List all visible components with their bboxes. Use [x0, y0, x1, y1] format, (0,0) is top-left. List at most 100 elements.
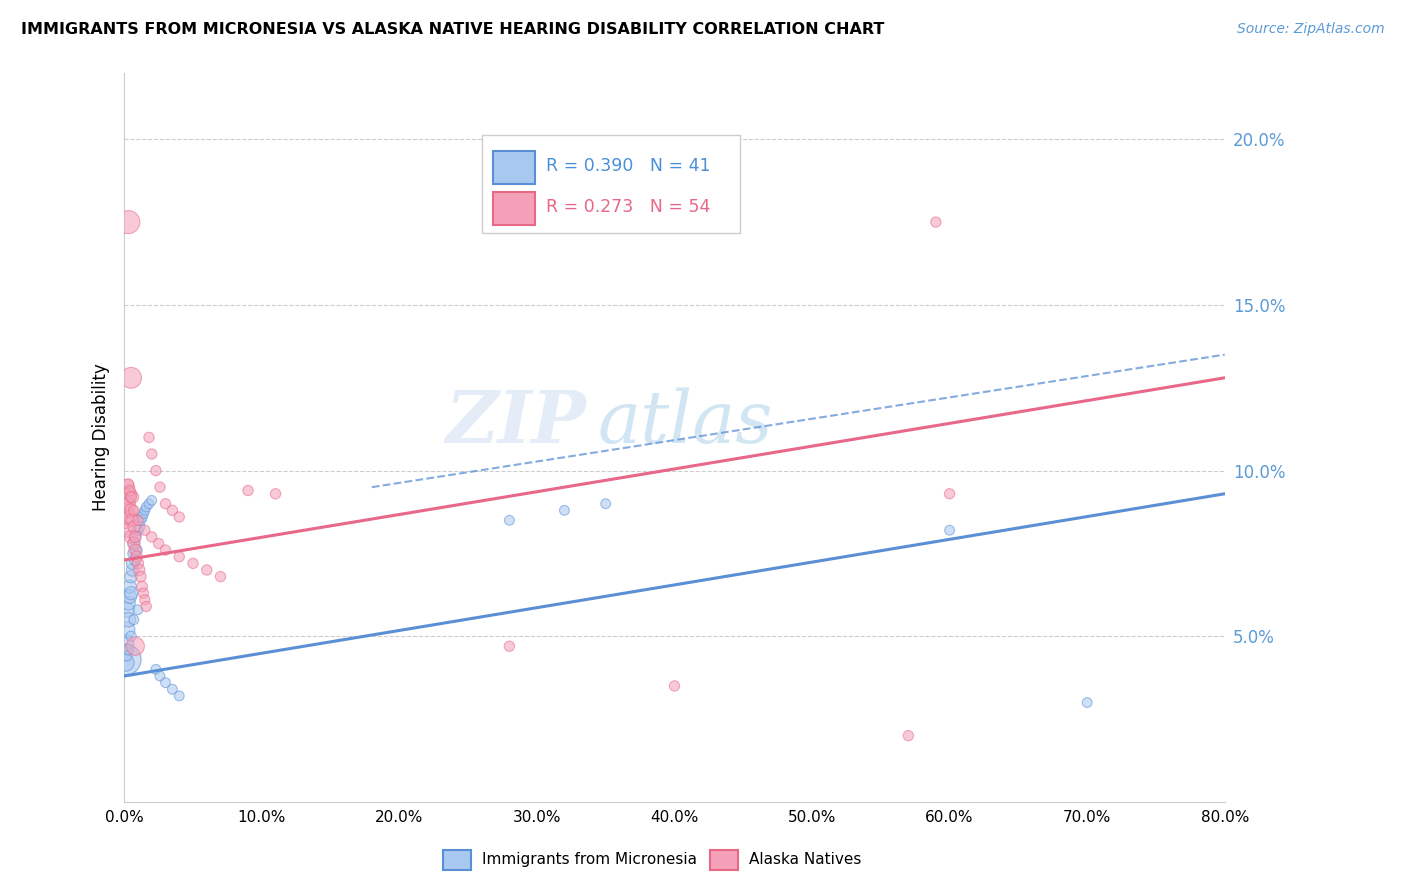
Point [122, 613, 145, 627]
Point [149, 480, 172, 494]
Point [162, 682, 184, 697]
Point [167, 689, 190, 703]
Point [897, 729, 920, 743]
Point [167, 510, 190, 524]
Point [115, 623, 138, 637]
Point [122, 546, 145, 560]
Point [121, 563, 143, 577]
Point [117, 476, 139, 491]
Point [167, 549, 190, 564]
Point [117, 596, 139, 610]
Point [134, 523, 156, 537]
Point [138, 430, 160, 444]
Point [118, 590, 141, 604]
Point [121, 513, 143, 527]
Point [118, 510, 141, 524]
Point [128, 520, 150, 534]
Point [114, 656, 136, 670]
Point [498, 513, 520, 527]
Point [134, 592, 156, 607]
Point [115, 649, 138, 664]
Point [135, 599, 157, 614]
Point [120, 586, 142, 600]
Point [925, 215, 948, 229]
Point [141, 493, 163, 508]
Point [132, 586, 155, 600]
Point [127, 603, 149, 617]
Point [114, 513, 136, 527]
Point [127, 523, 149, 537]
Point [122, 503, 145, 517]
Point [141, 530, 163, 544]
Point [181, 557, 204, 571]
Point [120, 629, 142, 643]
Point [155, 675, 177, 690]
Text: R = 0.273   N = 54: R = 0.273 N = 54 [546, 198, 710, 216]
Point [148, 536, 170, 550]
Point [114, 490, 136, 504]
Point [120, 490, 142, 504]
Point [129, 569, 152, 583]
Point [118, 487, 141, 501]
Point [120, 371, 142, 385]
Text: IMMIGRANTS FROM MICRONESIA VS ALASKA NATIVE HEARING DISABILITY CORRELATION CHART: IMMIGRANTS FROM MICRONESIA VS ALASKA NAT… [21, 22, 884, 37]
Point [120, 503, 142, 517]
Point [118, 580, 141, 594]
Point [149, 669, 172, 683]
Point [127, 513, 149, 527]
Point [124, 553, 146, 567]
FancyBboxPatch shape [494, 151, 534, 184]
Point [117, 497, 139, 511]
Point [117, 215, 139, 229]
Point [124, 543, 146, 558]
Point [131, 580, 153, 594]
Point [115, 503, 138, 517]
Y-axis label: Hearing Disability: Hearing Disability [93, 364, 110, 511]
Point [124, 639, 146, 653]
Point [1076, 696, 1098, 710]
Point [938, 523, 960, 537]
Point [155, 497, 177, 511]
Point [115, 603, 138, 617]
Point [118, 483, 141, 498]
Point [122, 536, 145, 550]
Point [155, 543, 177, 558]
Point [127, 557, 149, 571]
Text: Immigrants from Micronesia: Immigrants from Micronesia [482, 853, 697, 867]
Text: atlas: atlas [598, 388, 773, 458]
Point [114, 652, 136, 666]
Point [128, 563, 150, 577]
FancyBboxPatch shape [494, 192, 534, 225]
Point [124, 530, 146, 544]
Point [553, 503, 575, 517]
Point [145, 662, 167, 676]
Point [938, 487, 960, 501]
Point [145, 464, 167, 478]
Point [134, 503, 156, 517]
Point [115, 480, 138, 494]
Point [117, 642, 139, 657]
Text: Source: ZipAtlas.com: Source: ZipAtlas.com [1237, 22, 1385, 37]
Point [141, 447, 163, 461]
FancyBboxPatch shape [482, 135, 741, 234]
Point [138, 497, 160, 511]
Point [162, 503, 184, 517]
Point [132, 507, 155, 521]
Point [125, 549, 148, 564]
Point [121, 557, 143, 571]
Point [117, 613, 139, 627]
Point [120, 530, 142, 544]
Point [122, 520, 145, 534]
Point [125, 543, 148, 558]
Point [121, 490, 143, 504]
Point [135, 500, 157, 514]
Point [124, 530, 146, 544]
Point [195, 563, 218, 577]
Point [122, 536, 145, 550]
Point [120, 569, 142, 583]
Point [236, 483, 259, 498]
Text: ZIP: ZIP [446, 387, 586, 458]
Text: Alaska Natives: Alaska Natives [749, 853, 862, 867]
Text: R = 0.390   N = 41: R = 0.390 N = 41 [546, 157, 710, 176]
Point [595, 497, 617, 511]
